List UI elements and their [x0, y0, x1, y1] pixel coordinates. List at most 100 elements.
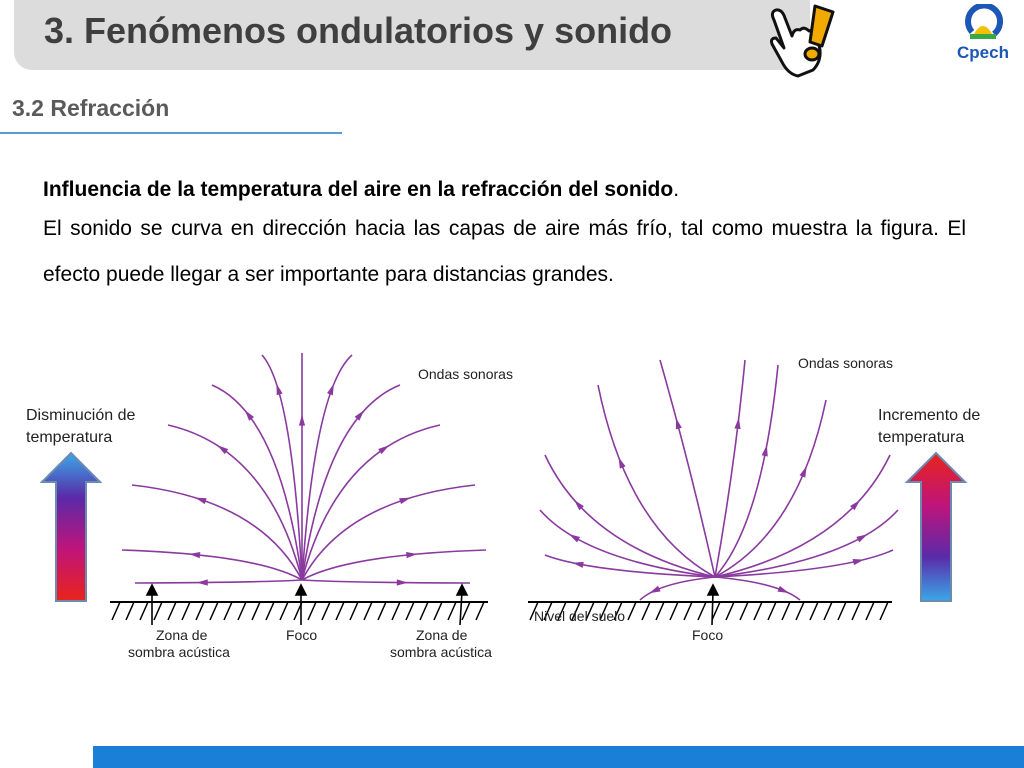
- content-heading: Influencia de la temperatura del aire en…: [43, 174, 966, 206]
- hatch-mark: [139, 601, 149, 621]
- hatch-mark: [529, 601, 539, 621]
- logo-text: Cpech: [957, 43, 1009, 62]
- sound-ray: [714, 576, 801, 601]
- title-bar: [14, 0, 810, 70]
- hatch-mark: [363, 601, 373, 621]
- hatch-mark: [655, 601, 665, 621]
- refraction-figure: Disminución de temperatura Ondas sonoras…: [26, 353, 980, 660]
- hatch-mark: [851, 601, 861, 621]
- sound-ray: [301, 354, 353, 581]
- body-text: Influencia de la temperatura del aire en…: [43, 174, 966, 298]
- left-shadow-zone-1b: sombra acústica: [128, 644, 230, 660]
- sound-ray: [261, 354, 303, 581]
- hatch-mark: [251, 601, 261, 621]
- ray-arrowhead: [354, 410, 365, 421]
- sound-ray: [301, 549, 487, 581]
- hatch-mark: [739, 601, 749, 621]
- hatch-mark: [125, 601, 135, 621]
- hatch-mark: [613, 601, 623, 621]
- ray-arrowhead: [399, 497, 411, 505]
- sound-ray: [714, 454, 891, 578]
- ray-arrowhead: [406, 552, 418, 559]
- hatch-mark: [167, 601, 177, 621]
- sound-rays-left: [121, 353, 487, 584]
- hatch-mark: [837, 601, 847, 621]
- left-shadow-zone-2b: sombra acústica: [390, 644, 492, 660]
- left-temp-label-2: temperatura: [26, 429, 112, 446]
- hatch-mark: [447, 601, 457, 621]
- ray-arrowhead: [618, 457, 626, 469]
- hatch-mark: [557, 601, 567, 621]
- hatch-mark: [823, 601, 833, 621]
- hatch-mark: [461, 601, 471, 621]
- hatch-mark: [209, 601, 219, 621]
- subtitle-underline: [0, 132, 342, 134]
- sound-ray: [714, 549, 894, 578]
- sound-ray: [597, 384, 716, 578]
- sound-ray: [544, 454, 716, 578]
- ray-arrowhead: [217, 445, 229, 455]
- sound-ray: [539, 509, 716, 578]
- hatch-mark: [865, 601, 875, 621]
- ray-arrowheads: [188, 383, 868, 594]
- heading-period: .: [673, 178, 680, 201]
- right-temp-label-1: Incremento de: [878, 407, 980, 424]
- ray-arrowhead: [276, 383, 283, 396]
- sound-rays-right: [539, 359, 899, 601]
- hatch-mark: [753, 601, 763, 621]
- ground-hatching: [111, 601, 889, 621]
- ray-arrowhead: [196, 579, 208, 586]
- right-temp-label-2: temperatura: [878, 429, 964, 446]
- hatch-mark: [377, 601, 387, 621]
- hatch-mark: [265, 601, 275, 621]
- ground-level-label: Nivel del suelo: [534, 608, 625, 624]
- ray-arrowhead: [761, 444, 768, 457]
- pointing-hand-icon: [770, 4, 835, 78]
- sound-ray: [714, 509, 899, 578]
- sound-ray: [714, 364, 779, 578]
- hatch-mark: [879, 601, 889, 621]
- hatch-mark: [627, 601, 637, 621]
- hatch-mark: [321, 601, 331, 621]
- hatch-mark: [543, 601, 553, 621]
- hatch-mark: [781, 601, 791, 621]
- hatch-mark: [571, 601, 581, 621]
- hatch-mark: [195, 601, 205, 621]
- hatch-mark: [711, 601, 721, 621]
- ray-arrowhead: [675, 417, 682, 430]
- decreasing-temperature-arrow: [39, 451, 103, 602]
- left-shadow-zone-1a: Zona de: [156, 627, 208, 643]
- content-paragraph: El sonido se curva en dirección hacia la…: [43, 217, 966, 286]
- sound-ray: [301, 484, 476, 581]
- sound-ray: [211, 384, 303, 581]
- ray-arrowhead: [574, 500, 584, 511]
- sound-ray: [167, 424, 303, 581]
- right-waves-label: Ondas sonoras: [798, 355, 893, 371]
- ray-arrowhead: [378, 445, 390, 455]
- slide-title: 3. Fenómenos ondulatorios y sonido: [44, 10, 673, 51]
- ray-arrowhead: [188, 552, 201, 559]
- ray-arrowhead: [396, 579, 408, 586]
- left-focus-label: Foco: [286, 627, 317, 643]
- hatch-mark: [433, 601, 443, 621]
- hatch-mark: [391, 601, 401, 621]
- cpech-logo: Cpech: [950, 2, 1016, 62]
- ray-arrowhead: [734, 417, 741, 430]
- left-shadow-zone-2a: Zona de: [416, 627, 468, 643]
- sound-ray: [301, 384, 401, 581]
- heading-text: Influencia de la temperatura del aire en…: [43, 178, 674, 201]
- ray-arrowhead: [572, 561, 584, 568]
- hatch-mark: [809, 601, 819, 621]
- hatch-mark: [697, 601, 707, 621]
- hatch-mark: [181, 601, 191, 621]
- hatch-mark: [795, 601, 805, 621]
- hatch-mark: [307, 601, 317, 621]
- hatch-mark: [279, 601, 289, 621]
- hatch-mark: [405, 601, 415, 621]
- ray-arrowhead: [777, 585, 789, 593]
- ray-arrowhead: [850, 500, 861, 511]
- hatch-mark: [641, 601, 651, 621]
- hatch-mark: [767, 601, 777, 621]
- right-focus-label: Foco: [692, 627, 723, 643]
- hatch-mark: [111, 601, 121, 621]
